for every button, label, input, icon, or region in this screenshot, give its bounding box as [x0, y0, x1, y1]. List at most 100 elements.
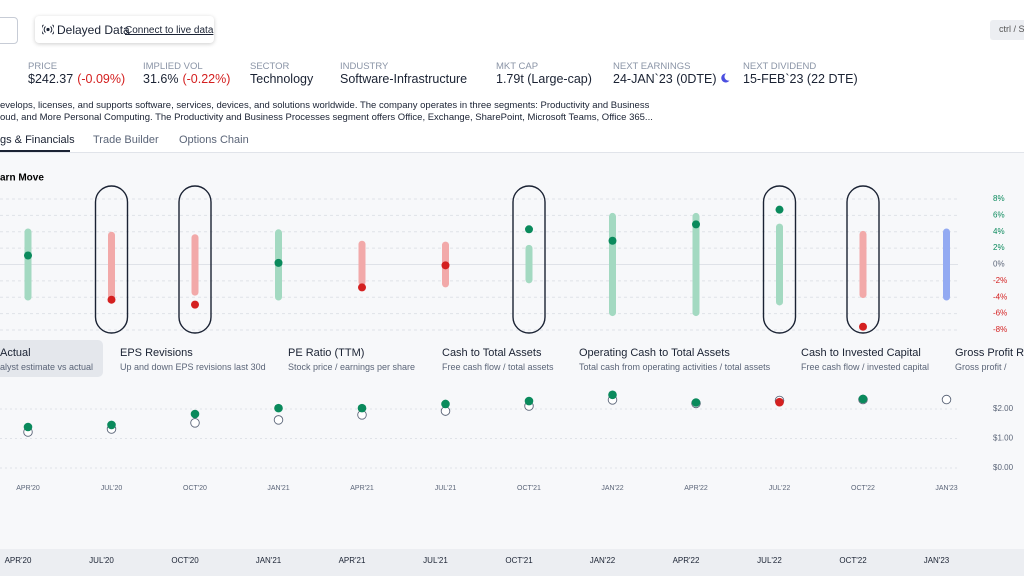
timeline-label: APR'20 [5, 556, 32, 565]
highlight-pill [846, 185, 880, 334]
y-tick-label: -2% [993, 276, 1007, 285]
actual-dot [190, 409, 200, 419]
metric-title[interactable]: Gross Profit Ra [955, 347, 1024, 359]
move-dot [24, 251, 32, 260]
moon-icon [720, 73, 729, 83]
range-bar [108, 231, 115, 300]
y-tick-label: 0% [993, 260, 1005, 269]
range-bar [692, 212, 700, 317]
metric-title[interactable]: EPS Revisions [120, 347, 193, 359]
y-tick-label: -4% [993, 292, 1007, 301]
actual-dot [107, 420, 116, 430]
x-tick-label: JUL'22 [769, 485, 791, 492]
metric-title[interactable]: Operating Cash to Total Assets [579, 347, 730, 359]
actual-dot [524, 396, 534, 406]
range-bar [24, 228, 32, 301]
move-dot [107, 295, 116, 304]
tab[interactable]: Trade Builder [93, 134, 159, 146]
description: evelops, licenses, and supports software… [0, 100, 653, 124]
range-bar [358, 240, 366, 286]
metric-title[interactable]: Cash to Total Assets [442, 347, 542, 359]
y-tick-label: $1.00 [993, 434, 1014, 443]
actual-dot [858, 394, 868, 404]
description-line: evelops, licenses, and supports software… [0, 100, 650, 111]
range-bar [525, 244, 533, 284]
actual-dot [441, 399, 450, 409]
actual-dot [357, 403, 367, 413]
actual-dot [775, 397, 784, 407]
metric-title[interactable]: Actual [0, 347, 31, 359]
move-dot [441, 261, 450, 270]
move-dot [274, 258, 283, 267]
shortcut: ctrl / S [999, 24, 1024, 34]
timeline-label: APR'21 [339, 556, 366, 565]
range-bar [609, 212, 616, 317]
x-tick-label: APR'20 [16, 485, 40, 492]
range-bar [943, 228, 950, 301]
actual-dot [274, 403, 283, 413]
estimate-dot [190, 418, 200, 428]
timeline-label: OCT'20 [171, 556, 199, 565]
stat-label: NEXT DIVIDEND [743, 61, 817, 72]
x-tick-label: JAN'21 [267, 485, 289, 492]
timeline-label: JAN'23 [924, 556, 950, 565]
y-tick-label: 6% [993, 210, 1005, 219]
move-dot [775, 205, 784, 214]
metric-subtitle: Stock price / earnings per share [288, 362, 416, 372]
live-link[interactable]: Connect to live data [125, 25, 214, 36]
active-metric-bg[interactable] [0, 340, 103, 377]
chart-title: arn Move [0, 173, 44, 184]
range-bar [191, 234, 199, 296]
y-tick-label: 8% [993, 194, 1005, 203]
stat-value: 31.6% (-0.22%) [143, 72, 231, 86]
x-tick-label: JUL'20 [101, 485, 123, 492]
x-tick-label: APR'22 [684, 485, 708, 492]
timeline-label: JUL'22 [757, 556, 782, 565]
range-bar [776, 223, 783, 306]
description-line: oud, and More Personal Computing. The Pr… [0, 112, 653, 123]
y-tick-label: -8% [993, 325, 1007, 334]
metric-subtitle: alyst estimate vs actual [0, 362, 94, 372]
stat-change: (-0.09%) [77, 72, 126, 86]
stat-value: 1.79t (Large-cap) [496, 72, 592, 86]
stat-value: Software-Infrastructure [340, 72, 468, 86]
actual-dot [691, 398, 701, 407]
metric-title[interactable]: PE Ratio (TTM) [288, 347, 365, 359]
stat-value: 15-FEB`23 (22 DTE) [743, 72, 858, 86]
metric-subtitle: Gross profit / [955, 362, 1007, 372]
stat-change: (-0.22%) [182, 72, 231, 86]
badge-text: Delayed Data [57, 23, 130, 37]
metric-subtitle: Free cash flow / total assets [442, 362, 554, 372]
range-bar [859, 230, 867, 299]
timeline-label: JUL'21 [423, 556, 448, 565]
timeline-label: OCT'21 [505, 556, 533, 565]
stat-label: IMPLIED VOL [143, 61, 203, 72]
menu-button[interactable] [0, 17, 18, 44]
x-tick-label: JUL'21 [435, 485, 457, 492]
panel-bg [0, 153, 1024, 576]
move-dot [859, 322, 867, 331]
live-badge: Delayed Data Connect to live data [35, 16, 214, 43]
metric-subtitle: Up and down EPS revisions last 30d [120, 362, 266, 372]
move-dot [525, 225, 533, 234]
tab[interactable]: Options Chain [179, 134, 249, 146]
timeline-label: OCT'22 [839, 556, 867, 565]
metric-title[interactable]: Cash to Invested Capital [801, 347, 921, 359]
shortcut-box: ctrl / S [990, 20, 1024, 40]
actual-dot [23, 422, 33, 432]
move-dot [191, 300, 199, 309]
highlight-pill [94, 185, 129, 334]
stat-label: INDUSTRY [340, 61, 389, 72]
timeline-label: JUL'20 [89, 556, 114, 565]
highlight-pill [762, 185, 797, 334]
tab[interactable]: gs & Financials [0, 134, 75, 146]
y-tick-label: $0.00 [993, 463, 1014, 472]
x-tick-label: OCT'20 [183, 485, 207, 492]
x-tick-label: APR'21 [350, 485, 374, 492]
highlight-pill [178, 185, 212, 334]
stat-label: PRICE [28, 61, 58, 72]
timeline-label: JAN'22 [590, 556, 616, 565]
move-dot [692, 220, 700, 229]
